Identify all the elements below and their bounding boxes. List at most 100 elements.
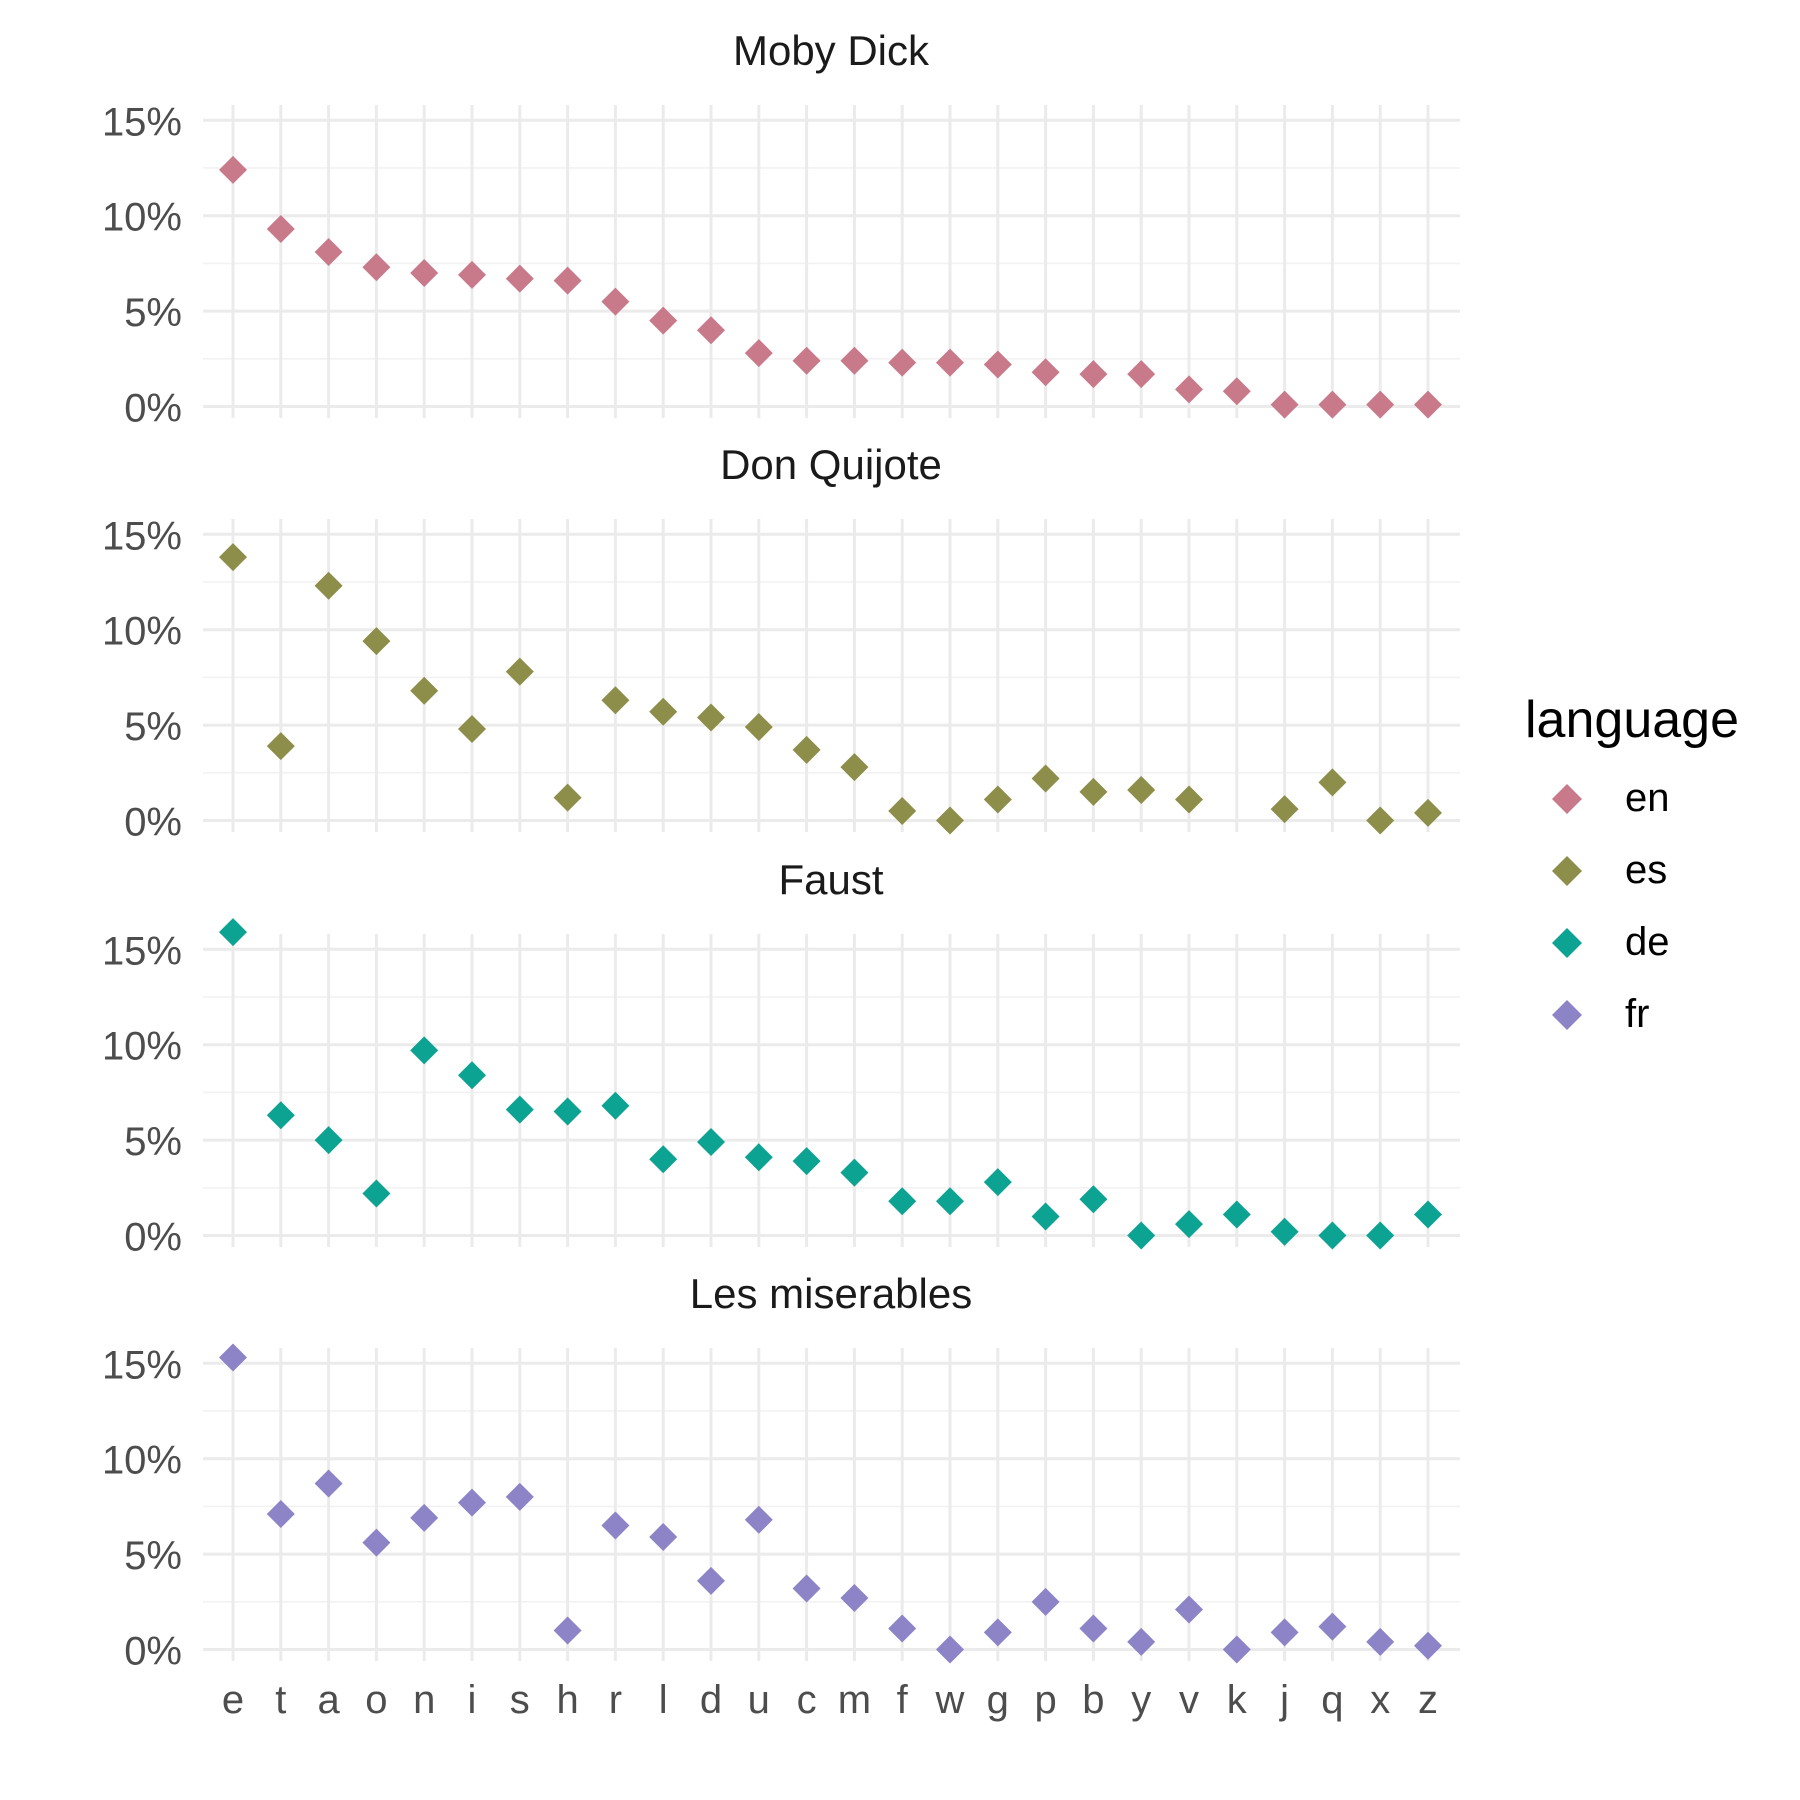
legend-label-de: de bbox=[1625, 920, 1670, 964]
point-en-j bbox=[1270, 390, 1299, 419]
x-tick-label-s: s bbox=[510, 1678, 530, 1722]
point-es-s bbox=[505, 657, 534, 686]
point-es-j bbox=[1270, 795, 1299, 824]
point-fr-w bbox=[936, 1635, 964, 1664]
panel-title: Faust bbox=[778, 856, 883, 903]
point-fr-a bbox=[314, 1469, 343, 1498]
point-en-h bbox=[553, 266, 582, 295]
panel-es: Don Quijote 0% 5% 10% 15% bbox=[102, 441, 1460, 845]
point-fr-k bbox=[1222, 1635, 1251, 1664]
point-en-u bbox=[744, 339, 773, 368]
y-tick-label: 0% bbox=[124, 387, 182, 431]
point-fr-s bbox=[505, 1482, 534, 1511]
x-tick-label-m: m bbox=[838, 1678, 871, 1722]
x-tick-label-z: z bbox=[1418, 1678, 1438, 1722]
point-es-p bbox=[1031, 764, 1060, 793]
point-en-p bbox=[1031, 358, 1060, 387]
point-en-y bbox=[1127, 360, 1156, 389]
point-de-d bbox=[697, 1128, 725, 1157]
y-tick-label: 5% bbox=[124, 1120, 182, 1164]
x-tick-label-p: p bbox=[1034, 1678, 1056, 1722]
y-tick-label: 10% bbox=[102, 1025, 182, 1069]
point-de-r bbox=[601, 1091, 630, 1120]
y-tick-label: 10% bbox=[102, 610, 182, 654]
point-es-u bbox=[744, 713, 773, 742]
point-es-v bbox=[1175, 785, 1203, 814]
point-en-m bbox=[840, 346, 869, 375]
legend-marker-en bbox=[1552, 784, 1582, 814]
legend-key-es bbox=[1552, 856, 1582, 886]
point-fr-l bbox=[649, 1522, 678, 1551]
x-tick-label-r: r bbox=[609, 1678, 622, 1722]
point-fr-v bbox=[1175, 1595, 1203, 1624]
point-en-n bbox=[410, 258, 439, 287]
x-tick-label-n: n bbox=[413, 1678, 435, 1722]
point-de-b bbox=[1079, 1185, 1108, 1214]
point-de-p bbox=[1031, 1202, 1060, 1231]
point-es-o bbox=[362, 627, 391, 656]
point-en-s bbox=[505, 264, 534, 293]
legend-marker-de bbox=[1552, 928, 1582, 958]
point-fr-e bbox=[219, 1343, 247, 1372]
x-tick-label-t: t bbox=[275, 1678, 286, 1722]
point-fr-g bbox=[983, 1618, 1012, 1647]
point-es-n bbox=[410, 676, 439, 705]
x-tick-label-e: e bbox=[222, 1678, 244, 1722]
point-de-k bbox=[1222, 1200, 1251, 1229]
point-fr-y bbox=[1127, 1627, 1156, 1656]
x-tick-label-f: f bbox=[897, 1678, 909, 1722]
point-de-v bbox=[1175, 1210, 1203, 1239]
point-es-t bbox=[266, 732, 295, 761]
y-tick-label: 15% bbox=[102, 929, 182, 973]
point-es-h bbox=[553, 783, 582, 812]
x-tick-label-q: q bbox=[1321, 1678, 1343, 1722]
point-es-y bbox=[1127, 776, 1156, 805]
point-en-q bbox=[1318, 390, 1347, 419]
x-tick-label-y: y bbox=[1131, 1678, 1151, 1722]
point-de-i bbox=[458, 1061, 486, 1090]
point-en-z bbox=[1414, 390, 1442, 419]
point-es-d bbox=[697, 703, 725, 732]
point-es-w bbox=[936, 806, 964, 835]
y-tick-label: 15% bbox=[102, 514, 182, 558]
x-tick-label-v: v bbox=[1179, 1678, 1199, 1722]
point-fr-j bbox=[1270, 1618, 1299, 1647]
x-tick-label-w: w bbox=[935, 1678, 965, 1722]
point-de-z bbox=[1414, 1200, 1442, 1229]
point-fr-o bbox=[362, 1528, 391, 1557]
y-tick-label: 15% bbox=[102, 1343, 182, 1387]
y-tick-label: 0% bbox=[124, 1216, 182, 1260]
y-tick-label: 0% bbox=[124, 1630, 182, 1674]
legend-item-de: de bbox=[1525, 918, 1785, 990]
point-es-c bbox=[792, 735, 821, 764]
point-fr-x bbox=[1366, 1627, 1395, 1656]
y-tick-label: 10% bbox=[102, 196, 182, 240]
legend-key-en bbox=[1552, 784, 1582, 814]
y-tick-label: 5% bbox=[124, 1534, 182, 1578]
point-de-n bbox=[410, 1036, 439, 1065]
point-en-a bbox=[314, 237, 343, 266]
point-en-c bbox=[792, 346, 821, 375]
point-de-c bbox=[792, 1147, 821, 1176]
x-tick-label-x: x bbox=[1370, 1678, 1390, 1722]
point-en-v bbox=[1175, 375, 1203, 404]
point-es-e bbox=[219, 543, 247, 572]
point-en-t bbox=[266, 215, 295, 244]
point-fr-i bbox=[458, 1488, 486, 1517]
x-tick-label-c: c bbox=[797, 1678, 817, 1722]
panel-title: Moby Dick bbox=[733, 27, 930, 74]
x-tick-label-b: b bbox=[1082, 1678, 1104, 1722]
point-de-l bbox=[649, 1145, 678, 1174]
point-de-q bbox=[1318, 1221, 1347, 1250]
point-en-l bbox=[649, 306, 678, 335]
point-de-s bbox=[505, 1095, 534, 1124]
panel-title: Don Quijote bbox=[720, 441, 942, 488]
legend-label-es: es bbox=[1625, 848, 1668, 892]
point-de-w bbox=[936, 1187, 964, 1216]
point-en-f bbox=[888, 348, 917, 377]
point-es-g bbox=[983, 785, 1012, 814]
point-en-r bbox=[601, 287, 630, 316]
point-es-q bbox=[1318, 768, 1347, 797]
point-es-b bbox=[1079, 777, 1108, 806]
